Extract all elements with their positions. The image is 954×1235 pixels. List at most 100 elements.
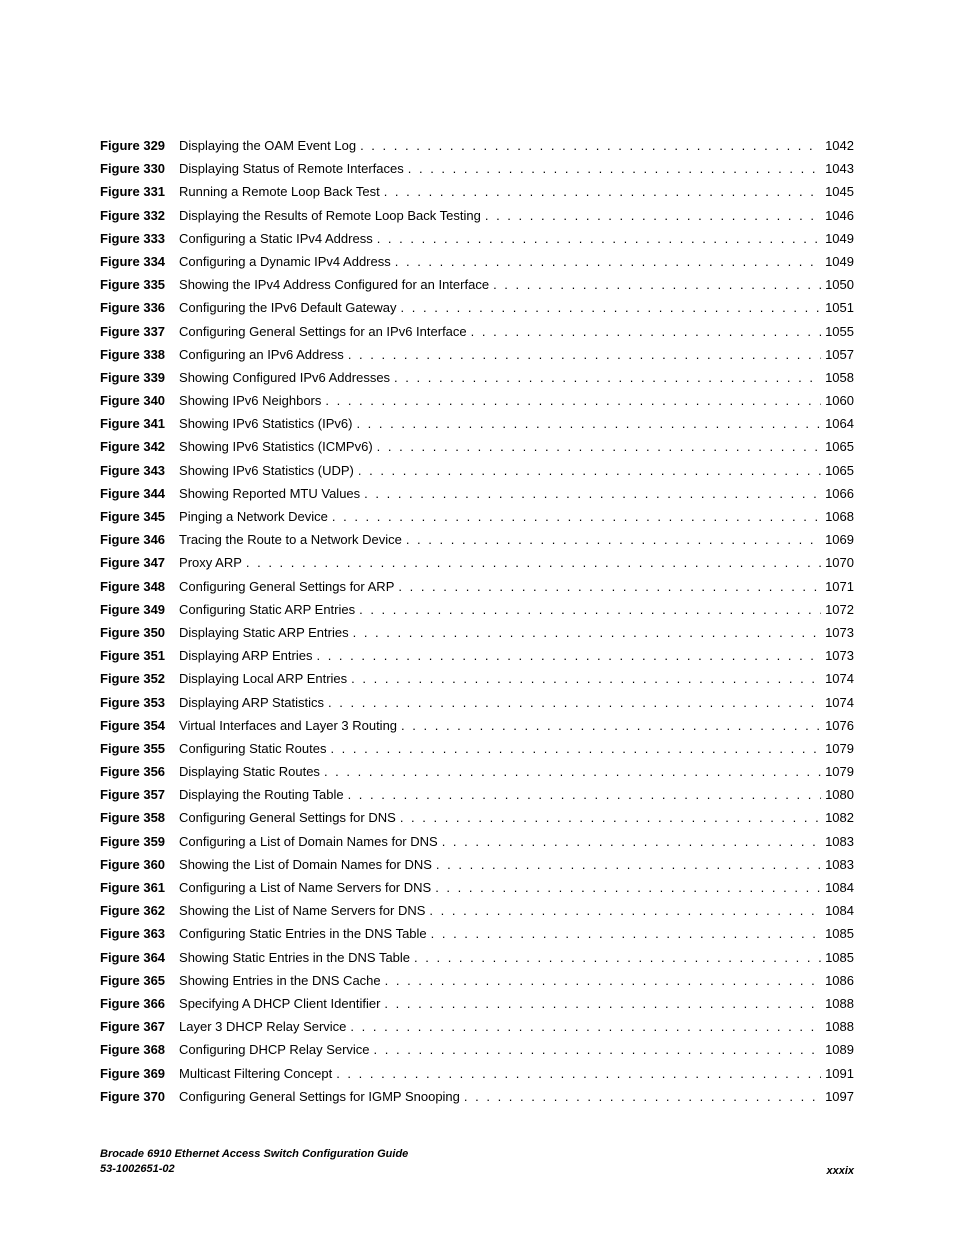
toc-row[interactable]: Figure 332Displaying the Results of Remo… <box>100 208 854 231</box>
toc-row[interactable]: Figure 344Showing Reported MTU Values106… <box>100 486 854 509</box>
toc-row[interactable]: Figure 335Showing the IPv4 Address Confi… <box>100 277 854 300</box>
dot-leader <box>328 509 821 524</box>
toc-row[interactable]: Figure 366Specifying A DHCP Client Ident… <box>100 996 854 1019</box>
figure-page: 1060 <box>821 393 854 408</box>
figure-page: 1045 <box>821 184 854 199</box>
figure-label: Figure 357 <box>100 787 179 802</box>
figure-page: 1057 <box>821 347 854 362</box>
toc-row[interactable]: Figure 331Running a Remote Loop Back Tes… <box>100 184 854 207</box>
toc-row[interactable]: Figure 362Showing the List of Name Serve… <box>100 903 854 926</box>
footer-doc-number: 53-1002651-02 <box>100 1162 408 1177</box>
toc-row[interactable]: Figure 342Showing IPv6 Statistics (ICMPv… <box>100 439 854 462</box>
figure-page: 1051 <box>821 300 854 315</box>
dot-leader <box>242 555 821 570</box>
figure-page: 1097 <box>821 1089 854 1104</box>
figure-page: 1083 <box>821 834 854 849</box>
toc-row[interactable]: Figure 360Showing the List of Domain Nam… <box>100 857 854 880</box>
dot-leader <box>427 926 821 941</box>
toc-row[interactable]: Figure 346Tracing the Route to a Network… <box>100 532 854 555</box>
figure-label: Figure 333 <box>100 231 179 246</box>
figure-title: Configuring the IPv6 Default Gateway <box>179 300 397 315</box>
toc-row[interactable]: Figure 345Pinging a Network Device1068 <box>100 509 854 532</box>
toc-row[interactable]: Figure 365Showing Entries in the DNS Cac… <box>100 973 854 996</box>
figure-page: 1079 <box>821 764 854 779</box>
figure-title: Displaying Status of Remote Interfaces <box>179 161 404 176</box>
toc-row[interactable]: Figure 336Configuring the IPv6 Default G… <box>100 300 854 323</box>
toc-row[interactable]: Figure 340Showing IPv6 Neighbors1060 <box>100 393 854 416</box>
toc-row[interactable]: Figure 337Configuring General Settings f… <box>100 324 854 347</box>
toc-row[interactable]: Figure 339Showing Configured IPv6 Addres… <box>100 370 854 393</box>
figure-title: Showing IPv6 Statistics (IPv6) <box>179 416 352 431</box>
figure-label: Figure 329 <box>100 138 179 153</box>
toc-row[interactable]: Figure 369Multicast Filtering Concept109… <box>100 1066 854 1089</box>
toc-row[interactable]: Figure 353Displaying ARP Statistics1074 <box>100 695 854 718</box>
figure-label: Figure 354 <box>100 718 179 733</box>
toc-row[interactable]: Figure 351Displaying ARP Entries1073 <box>100 648 854 671</box>
toc-row[interactable]: Figure 349Configuring Static ARP Entries… <box>100 602 854 625</box>
figure-title: Showing the List of Domain Names for DNS <box>179 857 432 872</box>
toc-row[interactable]: Figure 359Configuring a List of Domain N… <box>100 834 854 857</box>
toc-row[interactable]: Figure 341Showing IPv6 Statistics (IPv6)… <box>100 416 854 439</box>
toc-row[interactable]: Figure 361Configuring a List of Name Ser… <box>100 880 854 903</box>
figure-title: Displaying Static Routes <box>179 764 320 779</box>
toc-row[interactable]: Figure 352Displaying Local ARP Entries10… <box>100 671 854 694</box>
toc-row[interactable]: Figure 329Displaying the OAM Event Log10… <box>100 138 854 161</box>
dot-leader <box>397 718 821 733</box>
figure-page: 1066 <box>821 486 854 501</box>
figure-page: 1080 <box>821 787 854 802</box>
dot-leader <box>373 231 821 246</box>
dot-leader <box>326 741 821 756</box>
figure-page: 1076 <box>821 718 854 733</box>
figure-page: 1069 <box>821 532 854 547</box>
figure-title: Configuring General Settings for an IPv6… <box>179 324 467 339</box>
figure-title: Specifying A DHCP Client Identifier <box>179 996 380 1011</box>
figure-page: 1074 <box>821 695 854 710</box>
dot-leader <box>391 254 821 269</box>
figure-page: 1088 <box>821 1019 854 1034</box>
toc-row[interactable]: Figure 368Configuring DHCP Relay Service… <box>100 1042 854 1065</box>
toc-row[interactable]: Figure 348Configuring General Settings f… <box>100 579 854 602</box>
figure-label: Figure 359 <box>100 834 179 849</box>
toc-row[interactable]: Figure 355Configuring Static Routes1079 <box>100 741 854 764</box>
figure-title: Showing the List of Name Servers for DNS <box>179 903 425 918</box>
dot-leader <box>381 973 821 988</box>
toc-row[interactable]: Figure 370Configuring General Settings f… <box>100 1089 854 1112</box>
dot-leader <box>402 532 821 547</box>
figure-label: Figure 337 <box>100 324 179 339</box>
toc-row[interactable]: Figure 347Proxy ARP1070 <box>100 555 854 578</box>
figure-title: Configuring General Settings for DNS <box>179 810 396 825</box>
figure-page: 1058 <box>821 370 854 385</box>
dot-leader <box>373 439 821 454</box>
figure-label: Figure 364 <box>100 950 179 965</box>
toc-row[interactable]: Figure 333Configuring a Static IPv4 Addr… <box>100 231 854 254</box>
dot-leader <box>356 138 821 153</box>
toc-row[interactable]: Figure 363Configuring Static Entries in … <box>100 926 854 949</box>
dot-leader <box>438 834 821 849</box>
figure-title: Configuring Static ARP Entries <box>179 602 355 617</box>
figure-page: 1070 <box>821 555 854 570</box>
figure-title: Showing the IPv4 Address Configured for … <box>179 277 489 292</box>
figure-page: 1065 <box>821 439 854 454</box>
toc-row[interactable]: Figure 356Displaying Static Routes1079 <box>100 764 854 787</box>
toc-row[interactable]: Figure 338Configuring an IPv6 Address105… <box>100 347 854 370</box>
figure-label: Figure 349 <box>100 602 179 617</box>
toc-row[interactable]: Figure 330Displaying Status of Remote In… <box>100 161 854 184</box>
toc-row[interactable]: Figure 350Displaying Static ARP Entries1… <box>100 625 854 648</box>
figure-page: 1073 <box>821 625 854 640</box>
figure-page: 1055 <box>821 324 854 339</box>
dot-leader <box>404 161 821 176</box>
figure-page: 1088 <box>821 996 854 1011</box>
toc-row[interactable]: Figure 357Displaying the Routing Table10… <box>100 787 854 810</box>
figure-label: Figure 342 <box>100 439 179 454</box>
toc-row[interactable]: Figure 334Configuring a Dynamic IPv4 Add… <box>100 254 854 277</box>
toc-row[interactable]: Figure 354Virtual Interfaces and Layer 3… <box>100 718 854 741</box>
dot-leader <box>324 695 821 710</box>
toc-row[interactable]: Figure 367Layer 3 DHCP Relay Service1088 <box>100 1019 854 1042</box>
figure-title: Configuring DHCP Relay Service <box>179 1042 370 1057</box>
toc-row[interactable]: Figure 358Configuring General Settings f… <box>100 810 854 833</box>
toc-row[interactable]: Figure 364Showing Static Entries in the … <box>100 950 854 973</box>
toc-row[interactable]: Figure 343Showing IPv6 Statistics (UDP)1… <box>100 463 854 486</box>
footer-page-number: xxxix <box>826 1165 854 1177</box>
figure-label: Figure 352 <box>100 671 179 686</box>
figure-label: Figure 346 <box>100 532 179 547</box>
